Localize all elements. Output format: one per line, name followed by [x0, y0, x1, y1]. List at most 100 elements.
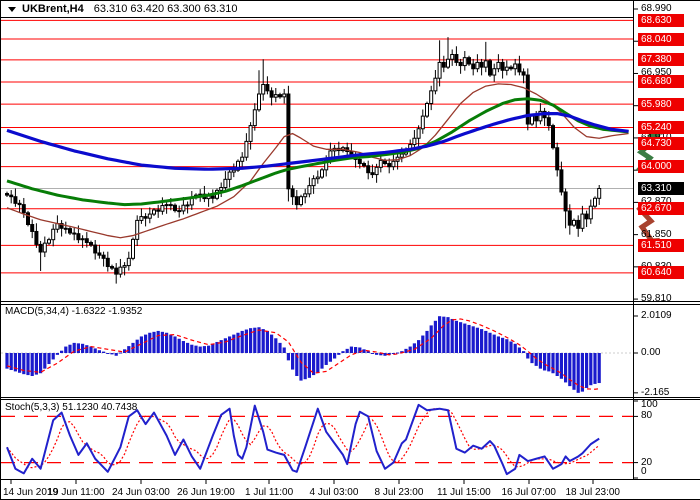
bear-candle	[467, 57, 471, 65]
macd-bar	[139, 336, 143, 353]
bull-candle	[597, 187, 602, 199]
symbol-period-label[interactable]: UKBrent,H4	[22, 3, 84, 15]
bull-candle	[450, 54, 455, 60]
macd-bar	[585, 353, 589, 388]
macd-bar	[543, 353, 547, 371]
bear-candle	[521, 71, 526, 76]
bull-candle	[504, 66, 509, 71]
bear-candle	[500, 61, 505, 71]
macd-bar	[81, 343, 85, 353]
bull-candle	[139, 216, 144, 221]
macd-bar	[312, 353, 316, 376]
macd-bar	[215, 341, 219, 353]
bear-candle	[551, 125, 555, 149]
bear-candle	[555, 147, 560, 171]
macd-bar	[169, 334, 173, 353]
bull-candle	[399, 153, 404, 158]
price-level-badge: 64.000	[638, 160, 684, 174]
bull-candle	[244, 140, 249, 158]
bull-candle	[412, 137, 417, 146]
bull-candle	[80, 238, 85, 241]
bear-candle	[362, 163, 366, 167]
macd-bar	[354, 347, 358, 353]
bear-candle	[370, 172, 375, 176]
price-tick-label: 62.870	[641, 196, 672, 207]
bull-candle	[378, 159, 383, 168]
macd-bar	[345, 348, 349, 353]
macd-bar	[102, 351, 106, 353]
macd-bar	[173, 336, 177, 353]
bear-candle	[5, 193, 9, 196]
bear-candle	[488, 60, 492, 76]
bull-candle	[47, 239, 51, 244]
macd-bar	[362, 349, 366, 353]
bear-candle	[265, 84, 270, 92]
bull-candle	[420, 115, 425, 130]
symbol-dropdown-icon[interactable]	[8, 6, 16, 12]
macd-bar	[152, 331, 156, 353]
macd-bar	[375, 353, 379, 355]
macd-bar	[593, 353, 597, 384]
bear-candle	[290, 188, 295, 198]
macd-bar	[417, 340, 421, 353]
macd-bar	[93, 348, 97, 353]
time-axis-label: 18 Jul 23:00	[565, 487, 621, 498]
macd-bar	[459, 322, 463, 353]
bear-candle	[563, 191, 568, 212]
time-axis-label: 8 Jul 23:00	[374, 487, 424, 498]
macd-bar	[270, 334, 274, 353]
bull-candle	[538, 110, 543, 122]
macd-bar	[564, 353, 568, 383]
bear-candle	[9, 194, 14, 198]
macd-bar	[156, 330, 160, 353]
bear-candle	[97, 252, 102, 256]
macd-bar	[106, 353, 110, 354]
macd-bar	[118, 352, 122, 354]
macd-bar	[522, 351, 526, 353]
bull-candle	[429, 90, 434, 104]
macd-bar	[358, 347, 362, 353]
macd-bar	[177, 338, 181, 353]
macd-bar	[391, 353, 395, 354]
macd-bar	[123, 349, 127, 353]
macd-bar	[274, 338, 278, 353]
current-price-badge: 63.310	[638, 181, 684, 195]
macd-bar	[228, 336, 232, 353]
bear-candle	[68, 228, 72, 234]
macd-bar	[442, 316, 446, 353]
bear-candle	[105, 257, 110, 268]
macd-tick-label: 2.0109	[641, 309, 672, 321]
macd-bar	[194, 345, 198, 353]
bull-candle	[135, 219, 140, 240]
macd-bar	[278, 342, 282, 353]
bull-candle	[248, 125, 253, 142]
bear-candle	[546, 117, 551, 127]
bear-candle	[479, 61, 484, 68]
time-axis-label: 4 Jul 03:00	[309, 487, 359, 498]
macd-bar	[236, 332, 240, 353]
price-level-badge: 66.680	[638, 75, 684, 89]
bull-candle	[118, 266, 123, 275]
macd-bar	[186, 342, 190, 353]
bear-candle	[269, 90, 274, 98]
bull-candle	[122, 265, 127, 268]
bear-candle	[441, 61, 446, 68]
bear-candle	[278, 94, 282, 98]
ma-medium-line	[6, 97, 629, 207]
bull-candle	[231, 169, 236, 173]
macd-bar	[97, 350, 101, 353]
macd-bar	[471, 326, 475, 353]
bear-candle	[458, 61, 463, 67]
price-level-badge: 61.510	[638, 238, 684, 252]
macd-bar	[349, 346, 353, 353]
bear-candle	[34, 230, 39, 245]
macd-bar	[60, 350, 64, 353]
macd-bar	[51, 353, 55, 360]
macd-bar	[383, 353, 387, 356]
macd-bar	[165, 332, 169, 353]
macd-bar	[181, 341, 185, 353]
bear-candle	[173, 204, 177, 212]
macd-bar	[597, 353, 601, 384]
